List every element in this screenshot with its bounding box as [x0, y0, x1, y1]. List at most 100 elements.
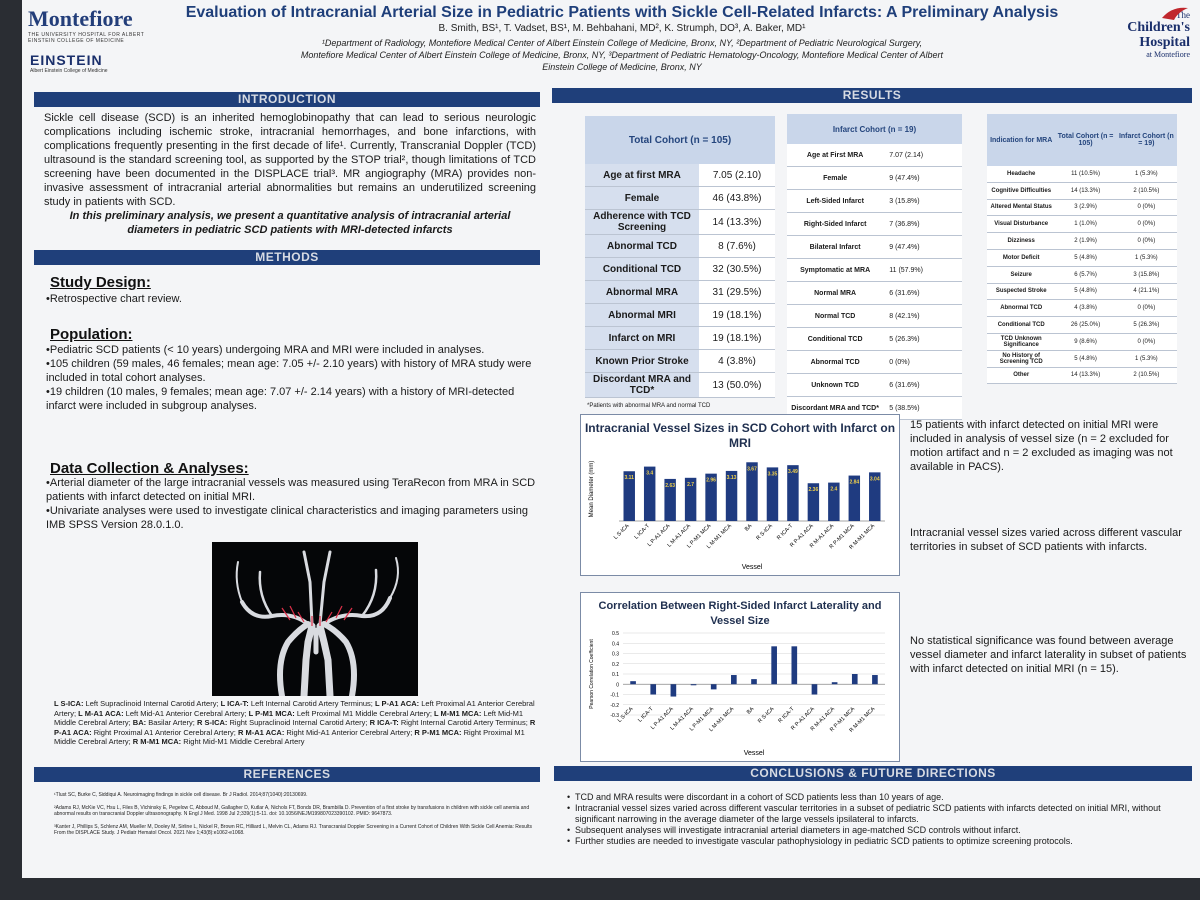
tick-label: R S-ICA	[757, 706, 776, 725]
bar	[670, 684, 677, 697]
row-value: 6 (31.6%)	[883, 281, 962, 305]
bar	[705, 473, 717, 521]
conclusion-item: Intracranial vessel sizes varied across …	[567, 803, 1187, 825]
intro-emphasis: In this preliminary analysis, we present…	[69, 210, 511, 236]
infarct-cohort-value: 0 (0%)	[1115, 299, 1177, 318]
montefiore-logo: Montefiore THE UNIVERSITY HOSPITAL FOR A…	[28, 6, 158, 44]
bar	[751, 679, 757, 685]
table-row: Dizziness 2 (1.9%) 0 (0%)	[987, 232, 1177, 250]
y-tick-label: 0	[616, 682, 619, 688]
row-label: Abnormal TCD	[987, 299, 1056, 318]
row-value: 32 (30.5%)	[699, 257, 775, 281]
bar	[731, 675, 737, 685]
row-label: Symptomatic at MRA	[787, 258, 884, 282]
reference-item: ²Adams RJ, McKie VC, Hsu L, Files B, Vic…	[54, 804, 530, 818]
y-tick-label: -0.2	[610, 703, 619, 709]
table-row: Other 14 (13.3%) 2 (10.5%)	[987, 367, 1177, 385]
bar	[623, 471, 635, 521]
infarct-cohort-header: Infarct Cohort (n = 19)	[787, 114, 962, 144]
table-row: Abnormal MRA 31 (29.5%)	[585, 280, 775, 304]
tick-label: R ICA-T	[776, 523, 795, 542]
references-heading: REFERENCES	[34, 767, 540, 782]
total-cohort-value: 2 (1.9%)	[1055, 232, 1116, 250]
row-label: Other	[987, 367, 1056, 385]
row-label: Age at First MRA	[787, 144, 884, 167]
table-row: Female 46 (43.8%)	[585, 186, 775, 210]
total-cohort-value: 5 (4.8%)	[1055, 249, 1116, 267]
total-cohort-value: 14 (13.3%)	[1055, 367, 1116, 385]
bar	[771, 646, 777, 685]
row-value: 14 (13.3%)	[699, 209, 775, 235]
tick-label: BA	[746, 706, 756, 716]
total-cohort-value: 11 (10.5%)	[1055, 166, 1116, 183]
row-value: 4 (3.8%)	[699, 349, 775, 373]
data-label: 3.13	[727, 475, 737, 481]
row-label: No History of Screening TCD	[987, 350, 1056, 368]
total-cohort-value: 9 (8.6%)	[1055, 333, 1116, 351]
methods-heading: METHODS	[34, 250, 540, 265]
intro-body: Sickle cell disease (SCD) is an inherite…	[44, 112, 536, 208]
table-row: Age at First MRA 7.07 (2.14)	[787, 144, 962, 167]
row-label: Headache	[987, 166, 1056, 183]
data-item: •Arterial diameter of the large intracra…	[46, 477, 536, 503]
row-value: 46 (43.8%)	[699, 186, 775, 210]
row-value: 9 (47.4%)	[883, 235, 962, 259]
table-row: Left-Sided Infarct 3 (15.8%)	[787, 189, 962, 213]
legend-definition: Right Mid-M1 Middle Cerebral Artery	[181, 737, 305, 746]
legend-definition: Basilar Artery;	[146, 718, 197, 727]
row-label: Normal TCD	[787, 304, 884, 328]
results-text-1: 15 patients with infarct detected on ini…	[910, 419, 1173, 473]
infarct-cohort-value: 1 (5.3%)	[1115, 166, 1177, 183]
introduction-heading: INTRODUCTION	[34, 92, 540, 107]
data-label: 2.7	[687, 482, 694, 488]
row-label: Discordant MRA and TCD*	[585, 372, 699, 398]
row-label: Conditional TCD	[787, 327, 884, 351]
legend-definition: Left Proximal A1 Anterior Cerebral Arter…	[54, 699, 535, 718]
table-row: Altered Mental Status 3 (2.9%) 0 (0%)	[987, 199, 1177, 217]
tick-label: BA	[744, 523, 754, 533]
legend-abbreviation: L M-M1 MCA:	[434, 708, 482, 718]
data-label: 3.11	[624, 475, 634, 481]
row-value: 19 (18.1%)	[699, 303, 775, 327]
logo-line: Hospital	[1139, 35, 1190, 50]
einstein-logo-text: EINSTEIN	[30, 52, 103, 68]
infarct-cohort-value: 1 (5.3%)	[1115, 350, 1177, 368]
row-value: 0 (0%)	[883, 350, 962, 374]
legend-abbreviation: R S-ICA:	[196, 718, 228, 727]
mra-angiogram-image	[212, 542, 418, 696]
row-label: Female	[787, 166, 884, 190]
data-label: 3.67	[747, 466, 757, 472]
vessel-size-chart-plot: Mean Diameter (mm) 3.11 L S-ICA 3.4 L ICA-T 2…	[589, 461, 885, 571]
tick-label: L ICA-T	[634, 523, 652, 541]
bar	[725, 470, 738, 521]
montefiore-logo-sub: THE UNIVERSITY HOSPITAL FOR ALBERT EINST…	[28, 32, 145, 44]
bar	[851, 674, 858, 685]
einstein-logo-sub: Albert Einstein College of Medicine	[30, 68, 108, 74]
data-label: 2.4	[830, 487, 837, 493]
bird-icon	[1162, 7, 1188, 20]
y-tick-label: 0.3	[612, 652, 619, 658]
table-row: Infarct on MRI 19 (18.1%)	[585, 326, 775, 350]
y-tick-label: 0.4	[612, 641, 619, 647]
table-row: Adherence with TCD Screening 14 (13.3%)	[585, 209, 775, 235]
table-row: Abnormal TCD 4 (3.8%) 0 (0%)	[987, 299, 1177, 318]
population-text: •Pediatric SCD patients (< 10 years) und…	[46, 343, 540, 413]
indication-header: Indication for MRA	[987, 114, 1056, 166]
indication-table: Indication for MRA Total Cohort (n = 105…	[987, 114, 1177, 385]
poster-authors: B. Smith, BS¹, T. Vadset, BS¹, M. Behbah…	[438, 23, 806, 34]
infarct-cohort-value: 5 (26.3%)	[1115, 316, 1177, 334]
table-row: Bilateral Infarct 9 (47.4%)	[787, 235, 962, 259]
legend-abbreviation: L S-ICA:	[54, 699, 84, 708]
table-row: No History of Screening TCD 5 (4.8%) 1 (5.…	[987, 350, 1177, 368]
table-row: Conditional TCD 26 (25.0%) 5 (26.3%)	[987, 316, 1177, 334]
bar	[690, 684, 697, 686]
row-label: Right-Sided Infarct	[787, 212, 884, 236]
reference-item: ¹Tlust SC, Burke C, Siddiqui A. Neuroima…	[54, 792, 308, 798]
table-row: Age at first MRA 7.05 (2.10)	[585, 164, 775, 187]
x-axis-label: Vessel	[742, 564, 763, 571]
data-collection-heading: Data Collection & Analyses:	[50, 460, 249, 477]
bar	[791, 646, 798, 685]
bar	[807, 483, 820, 521]
total-cohort-col-header: Total Cohort (n = 105)	[1055, 114, 1116, 166]
legend-abbreviation: L P-A1 ACA:	[374, 699, 420, 708]
